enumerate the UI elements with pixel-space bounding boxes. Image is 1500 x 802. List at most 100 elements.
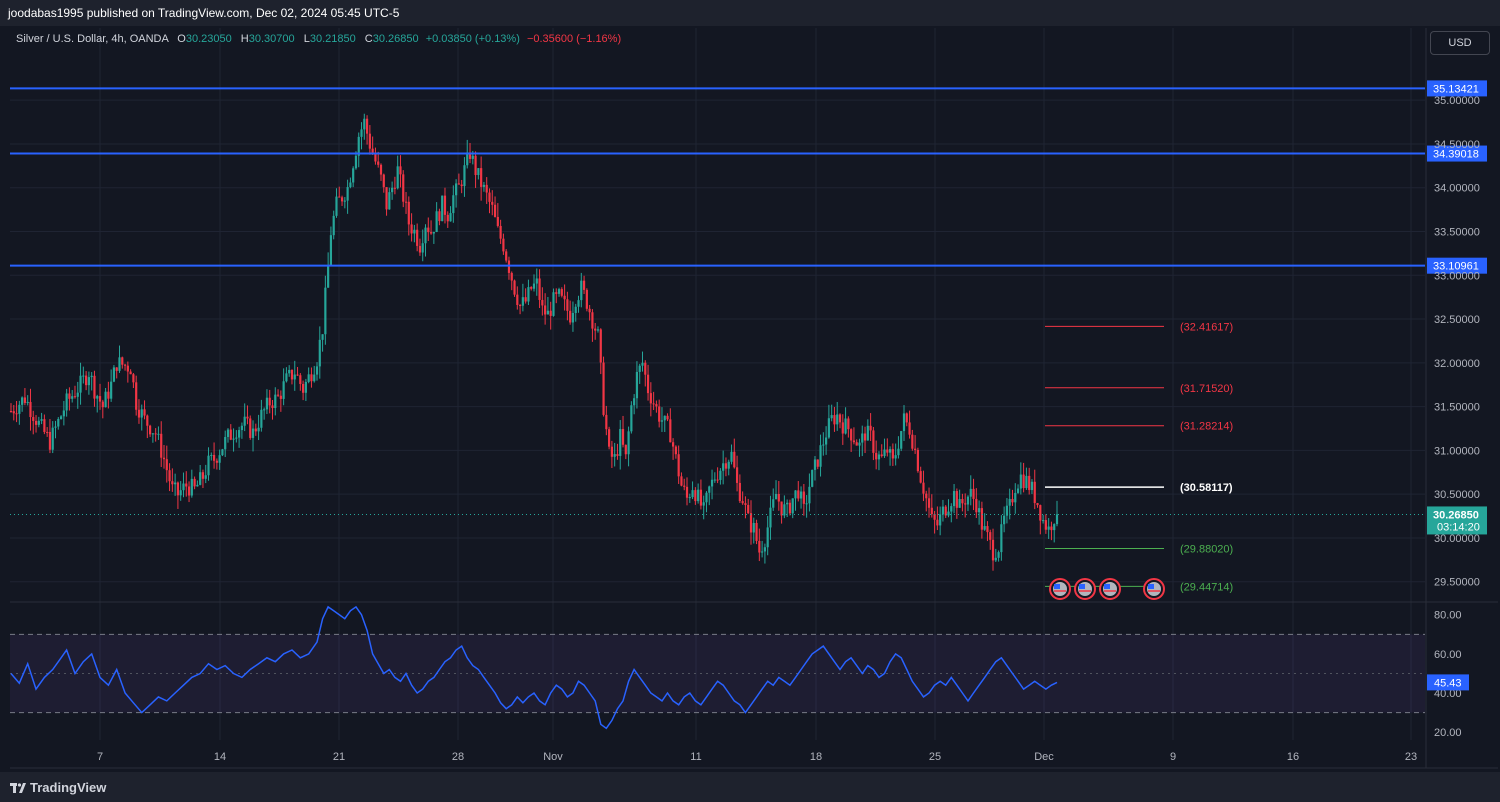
candle-body bbox=[313, 374, 316, 382]
candle bbox=[925, 490, 928, 512]
candle-body bbox=[304, 381, 307, 393]
level-price-tag bbox=[1427, 145, 1487, 162]
candle-body bbox=[991, 539, 995, 561]
candle-body bbox=[432, 231, 435, 234]
candle bbox=[838, 413, 842, 429]
candle-body bbox=[402, 174, 405, 202]
candle-body bbox=[1033, 481, 1036, 504]
candle bbox=[126, 361, 129, 383]
candle bbox=[777, 480, 780, 511]
candle-body bbox=[438, 211, 441, 222]
candle-body bbox=[352, 168, 355, 183]
candle-body bbox=[79, 375, 82, 393]
candle bbox=[669, 408, 672, 443]
candle bbox=[185, 471, 188, 497]
candle bbox=[941, 499, 945, 522]
candle-body bbox=[257, 427, 260, 432]
candle bbox=[646, 364, 650, 401]
candle bbox=[802, 483, 805, 516]
candle bbox=[663, 415, 666, 433]
candle-body bbox=[927, 498, 931, 508]
candle bbox=[961, 493, 964, 512]
candle-body bbox=[441, 195, 444, 222]
candle-body bbox=[944, 506, 947, 516]
candle-body bbox=[276, 394, 280, 396]
candle bbox=[660, 407, 664, 432]
candle-body bbox=[382, 174, 385, 188]
candle bbox=[708, 485, 711, 506]
candle-body bbox=[933, 514, 936, 520]
candle bbox=[850, 428, 853, 452]
candle bbox=[780, 501, 783, 524]
candle bbox=[852, 427, 856, 445]
candle-body bbox=[187, 486, 191, 496]
last-price-label: 30.26850 bbox=[1433, 509, 1479, 521]
candle-body bbox=[59, 416, 63, 419]
candle bbox=[571, 301, 575, 332]
candle bbox=[813, 456, 817, 481]
price-axis-tick: 33.50000 bbox=[1434, 226, 1480, 238]
candle bbox=[722, 450, 725, 485]
candle bbox=[268, 389, 271, 414]
candle-body bbox=[23, 397, 27, 403]
event-flag-icon bbox=[1074, 578, 1096, 600]
target-label: (32.41617) bbox=[1180, 321, 1233, 333]
candle bbox=[624, 444, 627, 460]
candle bbox=[869, 413, 872, 441]
candle bbox=[98, 383, 102, 410]
candle bbox=[162, 445, 166, 469]
candle bbox=[1025, 467, 1028, 490]
candle bbox=[254, 423, 257, 436]
candle bbox=[794, 490, 797, 511]
candle bbox=[541, 287, 544, 316]
candle bbox=[346, 179, 349, 214]
candle bbox=[610, 440, 613, 469]
candle bbox=[385, 187, 388, 216]
candle bbox=[530, 286, 533, 291]
candle-body bbox=[866, 425, 869, 441]
candle bbox=[986, 521, 989, 542]
candle-body bbox=[744, 503, 747, 505]
candle-body bbox=[850, 429, 853, 441]
candle bbox=[716, 467, 719, 484]
candle bbox=[391, 181, 394, 200]
candle-body bbox=[616, 454, 619, 456]
time-axis-tick: 16 bbox=[1287, 751, 1299, 763]
currency-button[interactable]: USD bbox=[1430, 31, 1490, 55]
candle-body bbox=[290, 369, 294, 380]
candle-body bbox=[1011, 498, 1014, 503]
candle bbox=[40, 412, 43, 425]
candle bbox=[118, 345, 121, 373]
candle bbox=[485, 177, 488, 204]
footer: TradingView bbox=[0, 772, 1500, 802]
candle bbox=[218, 449, 221, 470]
candle bbox=[1036, 502, 1039, 508]
candle-body bbox=[716, 479, 719, 481]
candle bbox=[702, 495, 705, 520]
rsi-axis-tick: 20.00 bbox=[1434, 727, 1462, 739]
candle-body bbox=[925, 493, 928, 499]
tradingview-logo[interactable]: TradingView bbox=[10, 780, 106, 795]
candle-body bbox=[761, 551, 764, 553]
candle-body bbox=[683, 485, 686, 487]
candle-body bbox=[201, 472, 205, 479]
candle bbox=[969, 475, 972, 506]
candle bbox=[827, 404, 830, 439]
candle bbox=[950, 503, 953, 523]
candle bbox=[719, 468, 722, 485]
candle bbox=[304, 378, 307, 402]
candle-body bbox=[535, 278, 538, 284]
candle-body bbox=[1016, 488, 1020, 493]
candle-body bbox=[847, 418, 850, 430]
candle bbox=[496, 203, 499, 228]
candle bbox=[699, 479, 703, 510]
candle-body bbox=[719, 470, 722, 480]
candle bbox=[246, 405, 249, 425]
candle-body bbox=[207, 455, 210, 476]
candle bbox=[1044, 514, 1047, 534]
candle-body bbox=[302, 383, 305, 393]
time-axis-tick: 14 bbox=[214, 751, 226, 763]
candle bbox=[365, 115, 369, 145]
candle bbox=[688, 493, 691, 503]
